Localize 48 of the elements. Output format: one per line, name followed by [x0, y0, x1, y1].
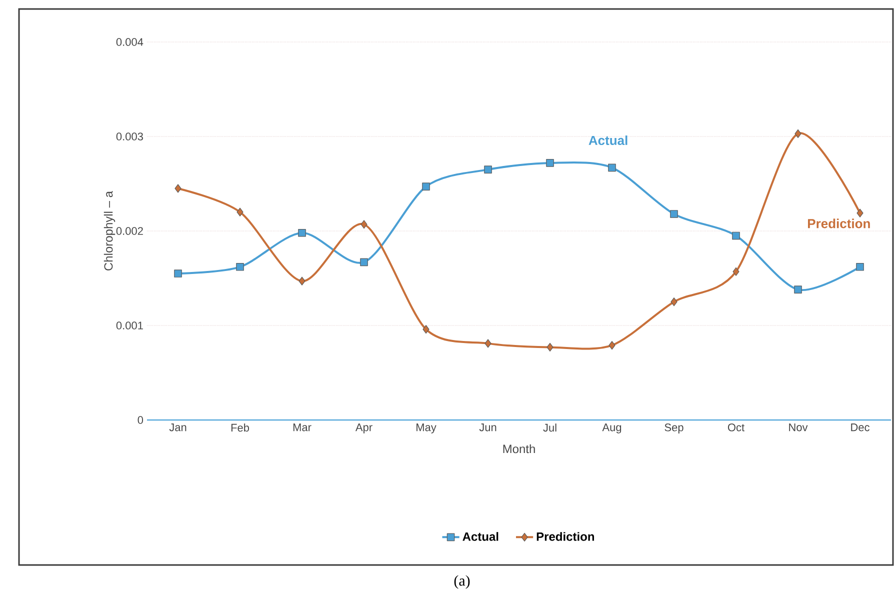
x-tick-label: Jan — [169, 424, 186, 432]
point — [174, 184, 182, 193]
x-tick-label: Nov — [789, 424, 808, 432]
point — [794, 286, 802, 294]
x-tick-label: Oct — [728, 424, 744, 432]
point — [360, 220, 368, 229]
point — [174, 270, 182, 278]
x-tick-label: Mar — [293, 424, 312, 432]
point — [670, 298, 678, 306]
point — [608, 164, 616, 172]
x-tick-label: Jun — [479, 424, 496, 432]
point — [670, 210, 678, 218]
x-axis-title: Month — [503, 444, 535, 454]
point — [298, 276, 306, 286]
x-tick-label: Apr — [355, 424, 372, 434]
y-tick-label: 0.002 — [116, 227, 143, 235]
point — [236, 263, 244, 271]
point — [546, 342, 554, 352]
annotation: Prediction — [808, 218, 870, 228]
x-tick-label: Feb — [231, 424, 250, 432]
x-tick-label: May — [416, 424, 436, 434]
y-tick-label: 0.001 — [116, 322, 143, 330]
point — [298, 228, 306, 237]
point — [546, 159, 554, 167]
y-tick-label: 0.003 — [116, 132, 143, 140]
legend-label: Prediction — [536, 532, 594, 541]
point — [422, 324, 430, 334]
point — [422, 182, 430, 190]
x-tick-label: Aug — [602, 424, 622, 434]
annotation: Actual — [588, 135, 628, 146]
x-tick-label: Jul — [543, 424, 556, 432]
y-tick-label: 0.004 — [116, 38, 144, 46]
y-tick-label: 0 — [138, 416, 144, 424]
x-tick-label: Dec — [851, 424, 870, 432]
point — [856, 263, 864, 271]
text: (a) — [454, 575, 470, 589]
point — [856, 208, 864, 218]
point — [484, 339, 492, 348]
point — [236, 208, 244, 216]
point — [794, 129, 802, 138]
y-axis-title: Chlorophyll – a — [104, 191, 116, 270]
point — [360, 258, 368, 266]
point — [732, 232, 740, 240]
point — [732, 267, 740, 276]
point — [484, 166, 492, 174]
point — [608, 341, 616, 350]
x-tick-label: Sep — [664, 424, 684, 434]
legend-label: Actual — [462, 532, 498, 541]
